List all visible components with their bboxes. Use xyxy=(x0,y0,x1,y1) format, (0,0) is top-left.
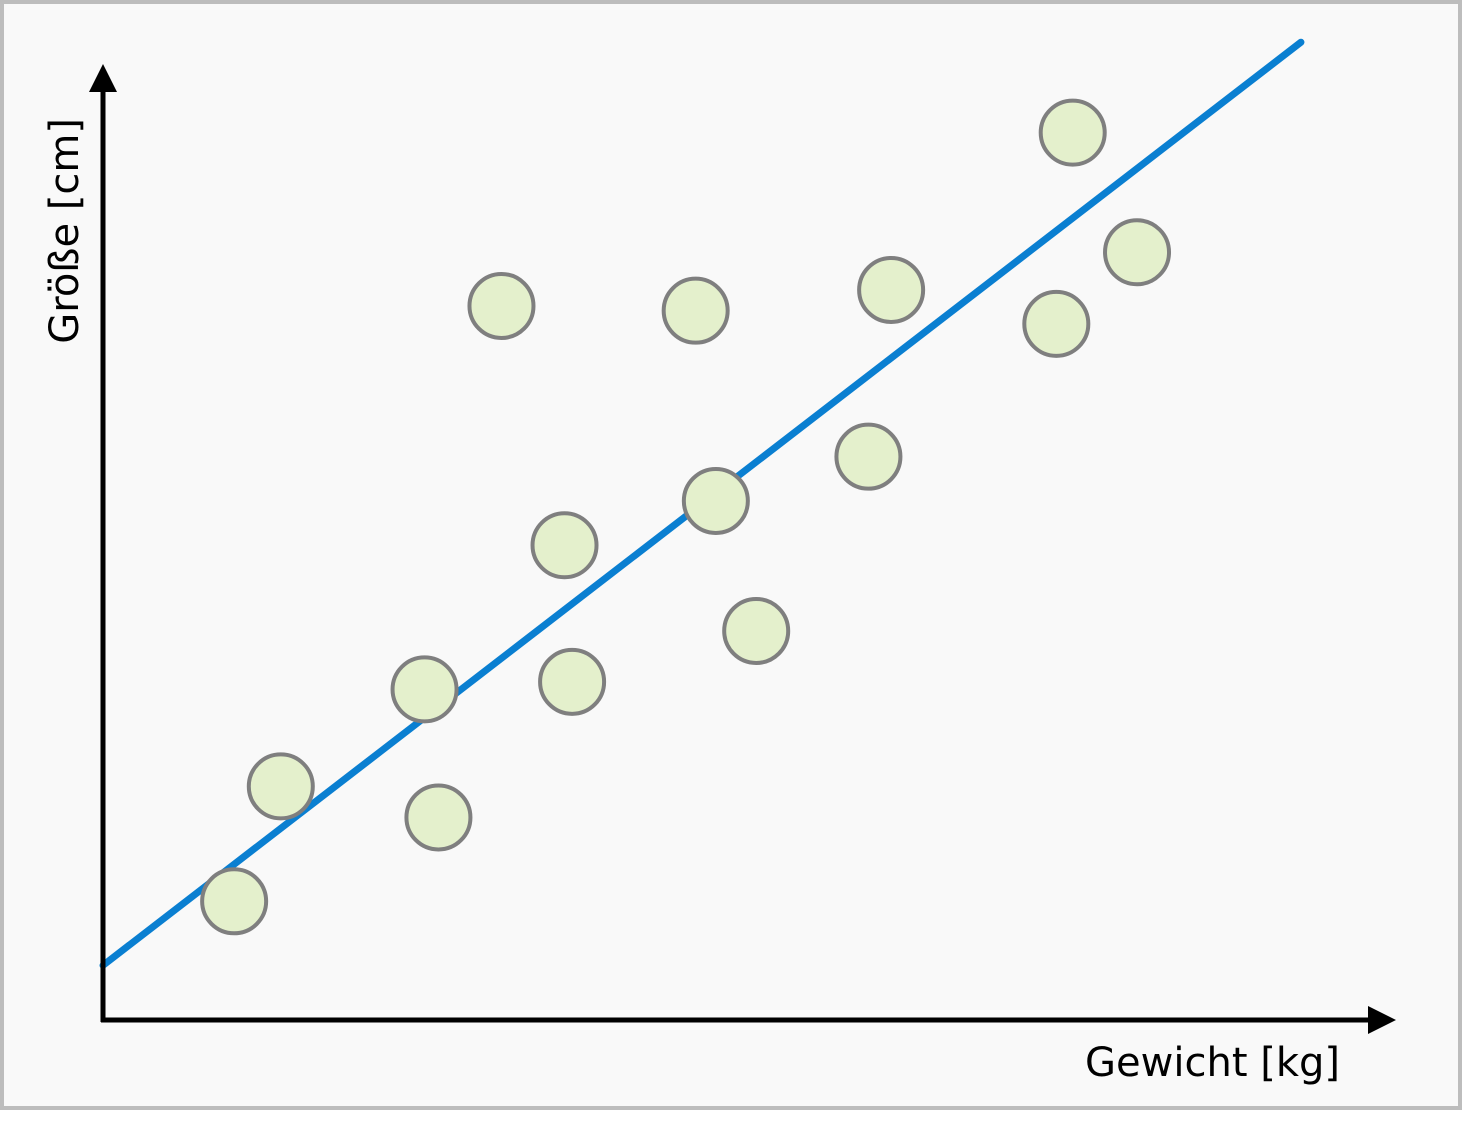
data-point xyxy=(404,783,473,852)
y-axis-arrow-icon xyxy=(89,64,117,92)
data-point xyxy=(390,655,459,724)
x-axis-label: Gewicht [kg] xyxy=(1085,1040,1340,1086)
x-axis-arrow-icon xyxy=(1368,1006,1396,1034)
data-point xyxy=(661,276,730,345)
data-point xyxy=(200,867,269,936)
data-point xyxy=(857,255,926,324)
data-point xyxy=(1038,98,1107,167)
data-point xyxy=(538,647,607,716)
data-point xyxy=(722,596,791,665)
data-point xyxy=(834,422,903,491)
data-point xyxy=(530,511,599,580)
data-point xyxy=(467,271,536,340)
data-point xyxy=(681,466,750,535)
data-point xyxy=(1103,218,1172,287)
y-axis-label: Größe [cm] xyxy=(42,118,88,344)
data-points xyxy=(200,98,1172,936)
data-point xyxy=(1022,289,1091,358)
data-point xyxy=(246,752,315,821)
